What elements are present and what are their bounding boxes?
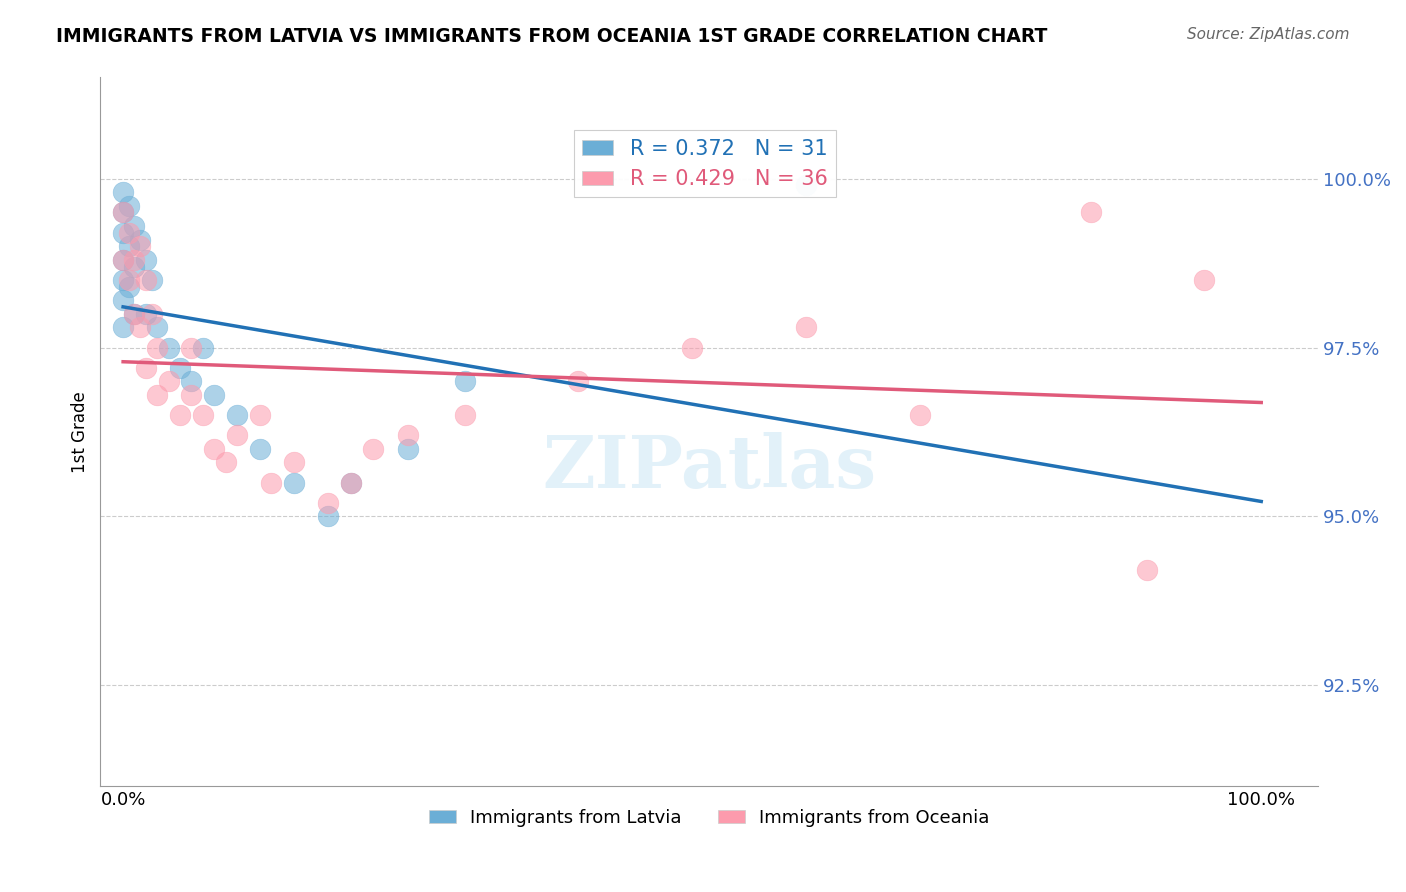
Point bbox=[1136, 563, 1159, 577]
Point bbox=[118, 199, 141, 213]
Text: Source: ZipAtlas.com: Source: ZipAtlas.com bbox=[1187, 27, 1350, 42]
Point bbox=[339, 475, 361, 490]
Point bbox=[112, 205, 135, 219]
Point bbox=[283, 455, 305, 469]
Point bbox=[146, 341, 169, 355]
Point bbox=[118, 239, 141, 253]
Point bbox=[135, 252, 157, 267]
Y-axis label: 1st Grade: 1st Grade bbox=[72, 391, 89, 473]
Legend: Immigrants from Latvia, Immigrants from Oceania: Immigrants from Latvia, Immigrants from … bbox=[422, 802, 997, 834]
Point bbox=[453, 374, 475, 388]
Point bbox=[112, 205, 135, 219]
Point bbox=[141, 307, 163, 321]
Point bbox=[908, 408, 931, 422]
Text: IMMIGRANTS FROM LATVIA VS IMMIGRANTS FROM OCEANIA 1ST GRADE CORRELATION CHART: IMMIGRANTS FROM LATVIA VS IMMIGRANTS FRO… bbox=[56, 27, 1047, 45]
Point bbox=[124, 307, 146, 321]
Point bbox=[260, 475, 283, 490]
Point bbox=[146, 388, 169, 402]
Point bbox=[567, 374, 589, 388]
Point bbox=[112, 252, 135, 267]
Point bbox=[396, 442, 419, 456]
Point bbox=[453, 408, 475, 422]
Point bbox=[191, 408, 214, 422]
Point bbox=[124, 260, 146, 274]
Point bbox=[112, 226, 135, 240]
Point bbox=[339, 475, 361, 490]
Point bbox=[363, 442, 385, 456]
Point bbox=[169, 360, 191, 375]
Text: ZIPatlas: ZIPatlas bbox=[543, 432, 876, 503]
Point bbox=[202, 442, 225, 456]
Point bbox=[112, 320, 135, 334]
Point bbox=[118, 279, 141, 293]
Point bbox=[283, 475, 305, 490]
Point bbox=[1080, 205, 1102, 219]
Point bbox=[794, 178, 817, 193]
Point bbox=[146, 320, 169, 334]
Point bbox=[124, 219, 146, 233]
Point bbox=[112, 273, 135, 287]
Point bbox=[112, 293, 135, 308]
Point bbox=[249, 408, 271, 422]
Point bbox=[202, 388, 225, 402]
Point bbox=[249, 442, 271, 456]
Point bbox=[129, 239, 152, 253]
Point bbox=[135, 273, 157, 287]
Point bbox=[112, 186, 135, 200]
Point bbox=[124, 307, 146, 321]
Point bbox=[169, 408, 191, 422]
Point bbox=[1194, 273, 1216, 287]
Point bbox=[112, 252, 135, 267]
Point bbox=[214, 455, 236, 469]
Point bbox=[118, 273, 141, 287]
Point bbox=[124, 252, 146, 267]
Point bbox=[157, 374, 180, 388]
Point bbox=[141, 273, 163, 287]
Point bbox=[180, 374, 202, 388]
Point bbox=[118, 226, 141, 240]
Point bbox=[129, 320, 152, 334]
Point bbox=[191, 341, 214, 355]
Point bbox=[316, 496, 339, 510]
Point bbox=[135, 307, 157, 321]
Point bbox=[180, 341, 202, 355]
Point bbox=[316, 509, 339, 524]
Point bbox=[681, 341, 703, 355]
Point bbox=[157, 341, 180, 355]
Point bbox=[135, 360, 157, 375]
Point bbox=[794, 320, 817, 334]
Point bbox=[396, 428, 419, 442]
Point bbox=[180, 388, 202, 402]
Point bbox=[129, 233, 152, 247]
Point bbox=[226, 408, 249, 422]
Point bbox=[226, 428, 249, 442]
